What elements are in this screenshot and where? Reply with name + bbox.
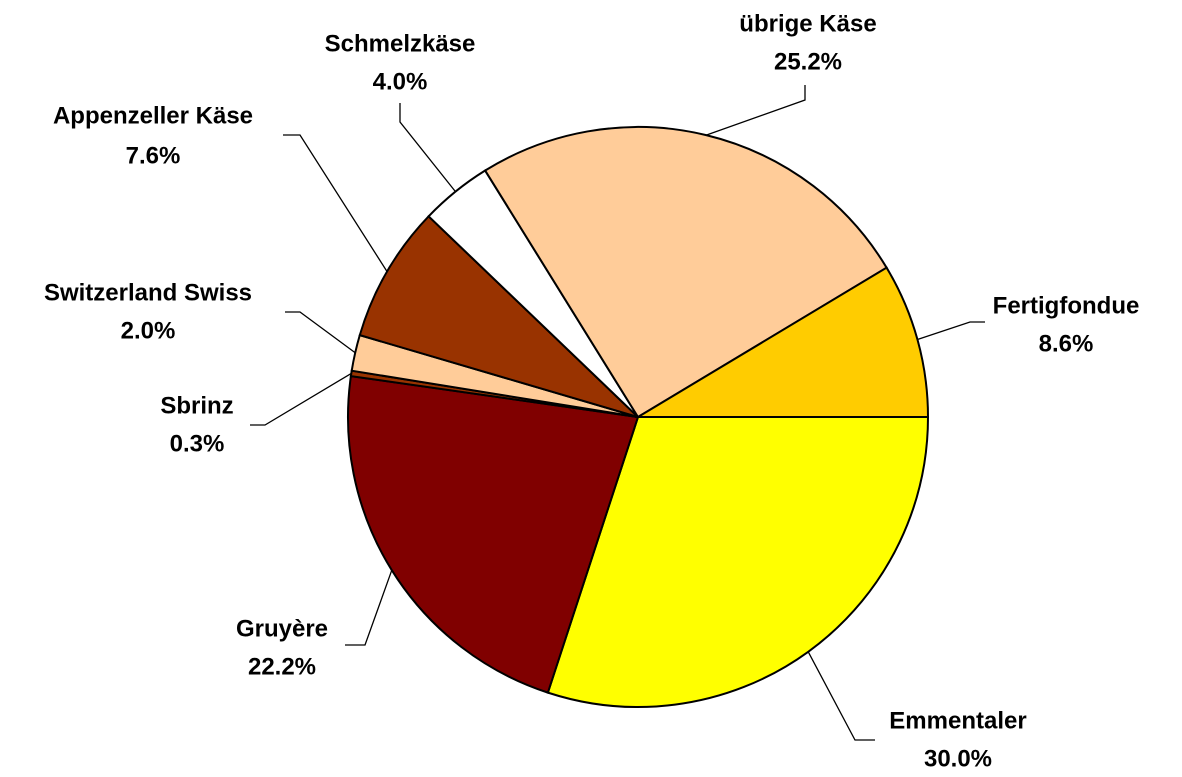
slice-label: Gruyère <box>236 615 328 642</box>
slice-label: Appenzeller Käse <box>53 102 253 129</box>
value-label: 2.0% <box>121 317 176 344</box>
value-label: 0.3% <box>170 430 225 457</box>
value-label: 8.6% <box>1039 330 1094 357</box>
slice-label: Sbrinz <box>160 392 233 419</box>
pie-slice <box>347 374 640 694</box>
leader-line <box>285 311 356 354</box>
pie-slice <box>483 126 888 419</box>
leader-line <box>250 372 352 426</box>
value-label: 7.6% <box>126 142 181 169</box>
pie-slice <box>546 416 930 708</box>
slice-label: übrige Käse <box>739 10 876 37</box>
leader-line <box>283 134 388 272</box>
value-label: 22.2% <box>248 653 316 680</box>
leader-line <box>705 85 806 136</box>
value-label: 25.2% <box>774 48 842 75</box>
slice-label: Fertigfondue <box>993 292 1140 319</box>
value-label: 30.0% <box>924 745 992 772</box>
leader-line <box>807 651 875 741</box>
pie-slice <box>358 214 639 418</box>
slice-label: Switzerland Swiss <box>44 279 252 306</box>
value-label: 4.0% <box>373 68 428 95</box>
slice-label: Emmentaler <box>889 707 1026 734</box>
leader-line <box>917 321 985 341</box>
slice-label: Schmelzkäse <box>325 30 476 57</box>
leader-line <box>345 569 393 646</box>
leader-line <box>399 103 456 193</box>
